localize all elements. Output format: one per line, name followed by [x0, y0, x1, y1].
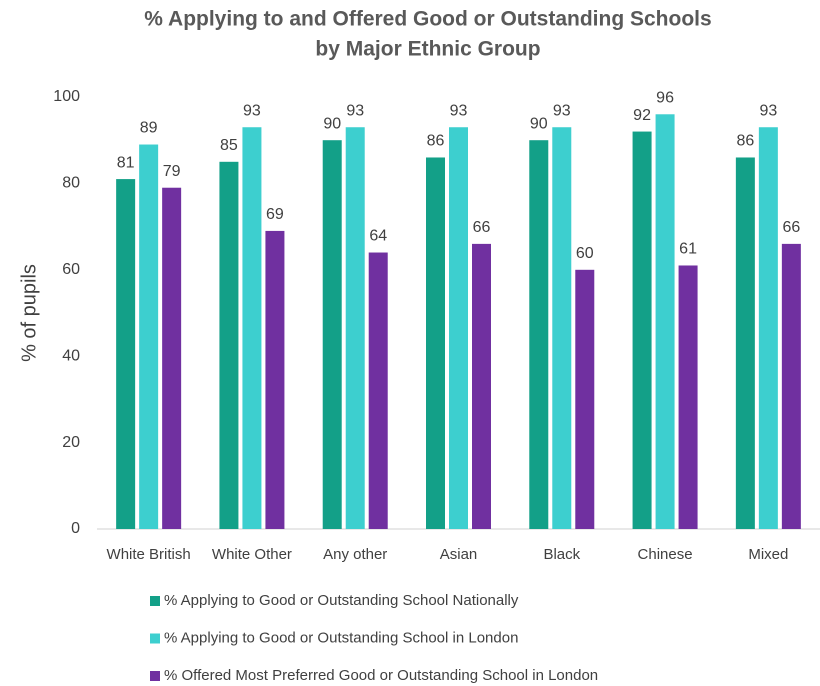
bar — [529, 140, 549, 529]
y-tick-label: 80 — [62, 175, 80, 192]
x-tick-label: Any other — [323, 546, 387, 563]
bar — [345, 127, 365, 530]
bar — [552, 127, 572, 530]
y-tick-label: 40 — [62, 347, 80, 364]
y-axis-label: % of pupils — [18, 264, 40, 362]
bar — [242, 127, 262, 530]
chart-title: by Major Ethnic Group — [315, 38, 540, 61]
bar — [678, 265, 698, 529]
y-tick-label: 60 — [62, 261, 80, 278]
chart-title: % Applying to and Offered Good or Outsta… — [144, 8, 711, 31]
data-label: 93 — [346, 102, 364, 119]
x-tick-label: White Other — [212, 546, 292, 563]
data-label: 66 — [473, 219, 491, 236]
data-label: 90 — [323, 115, 341, 132]
data-label: 90 — [530, 115, 548, 132]
data-label: 61 — [679, 241, 697, 258]
data-label: 81 — [117, 154, 135, 171]
y-tick-label: 20 — [62, 434, 80, 451]
x-tick-label: Asian — [440, 546, 478, 563]
bar — [265, 230, 285, 530]
legend-label: % Offered Most Preferred Good or Outstan… — [164, 667, 598, 684]
bar — [735, 157, 755, 530]
bar — [368, 252, 388, 529]
bar — [449, 127, 468, 530]
bar — [322, 140, 342, 529]
bar — [426, 157, 445, 530]
bar — [575, 269, 595, 529]
x-tick-label: Black — [543, 546, 580, 563]
legend-swatch — [150, 633, 160, 644]
bar — [472, 243, 491, 529]
y-tick-label: 100 — [53, 88, 80, 105]
bar — [219, 161, 239, 530]
data-label: 64 — [369, 228, 387, 245]
data-label: 89 — [140, 120, 158, 137]
legend-swatch — [150, 671, 160, 681]
bar — [758, 127, 778, 530]
x-tick-label: Mixed — [748, 546, 788, 563]
x-tick-label: White British — [107, 546, 191, 563]
data-label: 93 — [553, 102, 571, 119]
bar — [632, 131, 652, 529]
data-label: 93 — [450, 102, 468, 119]
x-tick-label: Chinese — [638, 546, 693, 563]
data-label: 66 — [782, 219, 800, 236]
data-label: 92 — [633, 107, 651, 124]
data-label: 93 — [243, 102, 261, 119]
legend-label: % Applying to Good or Outstanding School… — [164, 592, 519, 609]
bar — [655, 114, 675, 529]
data-label: 85 — [220, 137, 238, 154]
bar — [781, 243, 801, 529]
data-label: 86 — [736, 133, 754, 150]
data-label: 86 — [427, 133, 445, 150]
data-label: 60 — [576, 245, 594, 262]
bar — [162, 187, 182, 529]
data-label: 69 — [266, 206, 284, 223]
legend-label: % Applying to Good or Outstanding School… — [164, 629, 518, 646]
data-label: 93 — [759, 102, 777, 119]
y-tick-label: 0 — [71, 520, 80, 537]
bar — [116, 179, 136, 529]
bar — [139, 144, 159, 529]
data-label: 79 — [163, 163, 181, 180]
data-label: 96 — [656, 89, 674, 106]
legend-swatch — [150, 596, 160, 606]
